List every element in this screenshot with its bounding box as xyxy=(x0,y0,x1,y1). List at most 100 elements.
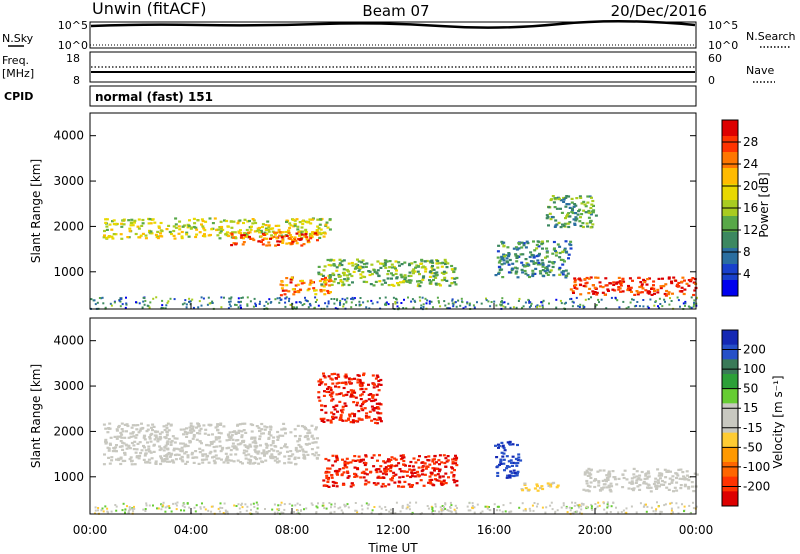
speckle-cell xyxy=(451,298,454,301)
echo-cell xyxy=(632,467,636,470)
echo-cell xyxy=(272,436,276,439)
echo-cell xyxy=(298,221,302,224)
speckle-cell xyxy=(509,502,512,505)
echo-cell xyxy=(362,373,365,377)
echo-cell xyxy=(177,232,181,235)
echo-cell xyxy=(254,221,258,225)
echo-cell xyxy=(105,441,108,444)
echo-cell xyxy=(370,419,374,422)
echo-cell xyxy=(115,429,119,432)
echo-cell xyxy=(297,456,301,459)
speckle-cell xyxy=(125,296,127,299)
echo-cell xyxy=(652,482,656,486)
echo-cell xyxy=(388,266,392,269)
echo-cell xyxy=(232,236,235,239)
power-cbar-swatch xyxy=(722,168,738,185)
echo-cell xyxy=(433,458,436,461)
echo-cell xyxy=(141,222,145,225)
speckle-cell xyxy=(562,504,565,507)
echo-cell xyxy=(335,269,339,272)
echo-cell xyxy=(103,234,106,237)
echo-cell xyxy=(261,460,265,464)
speckle-cell xyxy=(115,505,118,508)
echo-cell xyxy=(573,223,577,226)
speckle-cell xyxy=(408,505,411,508)
echo-cell xyxy=(589,473,593,476)
echo-cell xyxy=(338,468,342,471)
echo-cell xyxy=(159,221,163,225)
speckle-cell xyxy=(443,506,445,509)
speckle-cell xyxy=(426,505,429,507)
echo-cell xyxy=(430,478,434,481)
echo-cell xyxy=(598,488,602,492)
echo-cell xyxy=(149,440,153,443)
echo-cell xyxy=(455,484,459,487)
echo-cell xyxy=(218,445,222,448)
echo-cell xyxy=(445,279,449,282)
echo-cell xyxy=(165,460,169,463)
echo-cell xyxy=(617,276,621,279)
echo-cell xyxy=(130,441,134,445)
echo-cell xyxy=(440,265,444,268)
echo-cell xyxy=(285,219,289,222)
echo-cell xyxy=(131,432,135,435)
echo-cell xyxy=(128,458,132,461)
echo-cell xyxy=(496,474,500,477)
echo-cell xyxy=(327,280,331,283)
echo-cell xyxy=(693,289,697,292)
speckle-cell xyxy=(384,296,387,299)
echo-cell xyxy=(539,272,543,275)
echo-cell xyxy=(550,215,554,219)
echo-cell xyxy=(316,225,320,228)
echo-cell xyxy=(350,412,354,415)
echo-cell xyxy=(494,444,497,447)
echo-cell xyxy=(422,275,426,278)
echo-cell xyxy=(296,290,300,293)
echo-cell xyxy=(514,474,518,477)
echo-cell xyxy=(351,391,355,394)
echo-cell xyxy=(243,232,247,235)
speckle-cell xyxy=(240,300,242,303)
echo-cell xyxy=(670,481,674,484)
speckle-cell xyxy=(376,301,379,304)
echo-cell xyxy=(311,232,314,235)
speckle-cell xyxy=(687,305,690,308)
echo-cell xyxy=(562,224,566,227)
speckle-cell xyxy=(578,503,581,506)
echo-cell xyxy=(365,468,369,471)
echo-cell xyxy=(226,231,229,234)
echo-cell xyxy=(199,427,203,430)
echo-cell xyxy=(328,278,332,281)
echo-cell xyxy=(203,235,207,238)
speckle-cell xyxy=(395,501,398,504)
echo-cell xyxy=(431,460,435,463)
echo-cell xyxy=(233,231,237,234)
echo-cell xyxy=(359,398,363,401)
speckle-cell xyxy=(360,512,363,515)
echo-cell xyxy=(597,481,601,484)
echo-cell xyxy=(572,291,575,294)
echo-cell xyxy=(201,461,205,464)
echo-cell xyxy=(331,391,335,394)
echo-cell xyxy=(430,473,434,476)
echo-cell xyxy=(306,432,310,435)
speckle-cell xyxy=(195,504,198,507)
speckle-cell xyxy=(437,300,440,303)
echo-cell xyxy=(249,228,253,231)
freq-panel: Freq. [MHz] 18 8 60 0 Nave xyxy=(2,51,775,87)
echo-cell xyxy=(402,456,406,459)
echo-cell xyxy=(553,197,557,200)
echo-cell xyxy=(157,226,161,229)
time-tick-label: 04:00 xyxy=(174,523,209,537)
speckle-cell xyxy=(560,506,563,509)
echo-cell xyxy=(378,280,382,283)
speckle-cell xyxy=(249,300,252,303)
echo-cell xyxy=(253,439,257,442)
echo-cell xyxy=(692,293,696,297)
echo-region xyxy=(494,240,573,279)
echo-cell xyxy=(545,255,549,258)
velocity-cbar-swatch xyxy=(722,491,738,507)
speckle-cell xyxy=(657,505,660,508)
echo-cell xyxy=(339,280,343,283)
echo-cell xyxy=(579,196,583,199)
